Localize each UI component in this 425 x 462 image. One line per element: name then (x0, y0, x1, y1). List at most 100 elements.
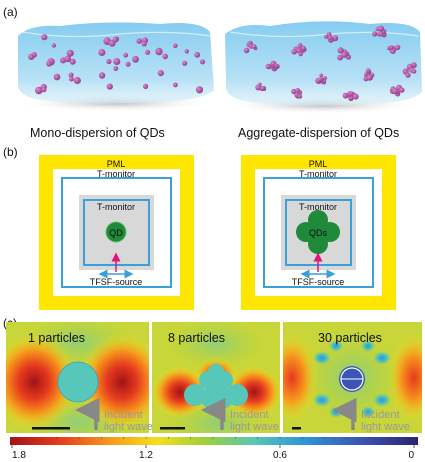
pml-label: PML (107, 159, 126, 169)
qd-dot (53, 73, 61, 81)
qd-dot (157, 70, 164, 77)
qd-dot (68, 72, 74, 78)
qd-cluster (291, 88, 303, 99)
incident-label-2b: light wave (230, 421, 279, 433)
qds-label: QDs (309, 228, 328, 238)
outer-t-monitor (61, 177, 172, 288)
particle (57, 361, 99, 403)
schematic-aggregate: QDs PML T-monitor T-monitor TFSF-source (241, 155, 396, 310)
qd-dot (143, 83, 149, 89)
inner-t-monitor-label: T-monitor (97, 202, 135, 212)
qd-dot (41, 87, 47, 93)
field-map-30-particles (283, 322, 422, 433)
qd-dot (66, 49, 74, 57)
schematic-mono: QD PML T-monitor T-monitor TFSF-source (39, 155, 194, 310)
tfsf-source-label: TFSF-source (90, 277, 143, 287)
field-map-1-particle (6, 322, 149, 433)
qd-cluster (402, 62, 417, 78)
qd-dot (182, 60, 188, 66)
outer-t-monitor-label: T-monitor (97, 169, 135, 179)
inner-t-monitor-label: T-monitor (299, 202, 337, 212)
qd-dot (184, 49, 189, 54)
qd-dot (195, 86, 204, 94)
qd-dot (69, 58, 76, 65)
tfsf-source-label: TFSF-source (292, 277, 345, 287)
qd-cluster (342, 91, 359, 102)
qd-dot (98, 49, 106, 56)
qd-dot (112, 36, 119, 43)
qd-dot (173, 82, 178, 88)
incident-label-2a: Incident (230, 409, 269, 421)
qd-dot (73, 76, 81, 85)
qd-cluster (324, 32, 339, 43)
pml-label: PML (309, 159, 328, 169)
qd-dot (113, 58, 121, 65)
map-title-3: 30 particles (318, 331, 382, 345)
qd-dot (155, 47, 163, 56)
qd-cluster (337, 47, 351, 61)
outer-t-monitor-label: T-monitor (299, 169, 337, 179)
qd-cluster (363, 68, 375, 82)
qd-dot (123, 52, 129, 58)
particle (184, 384, 206, 406)
qd-dot (35, 86, 43, 95)
map-title-1: 1 particles (28, 331, 85, 345)
particle (207, 380, 225, 398)
qd-dot (145, 49, 151, 55)
panel-a-render (15, 21, 422, 114)
qd-dot (69, 76, 74, 82)
panel-a-label: (a) (3, 5, 18, 19)
colorbar-tick-label: 0 (408, 450, 414, 461)
panel-b-label: (b) (3, 145, 18, 159)
scale-bar (160, 427, 185, 430)
qd-dot (106, 83, 113, 90)
colorbar-ticks: 1.8 1.2 0.6 0 (11, 437, 414, 461)
qd-cluster (389, 84, 405, 97)
colorbar-tick-label: 1.8 (12, 450, 26, 461)
qd-dot (173, 43, 178, 49)
incident-label-3a: Incident (361, 409, 400, 421)
qd-dot (51, 43, 57, 48)
qd-dot (162, 53, 168, 60)
qd-cluster (315, 73, 327, 85)
caption-aggregate-dispersion: Aggregate-dispersion of QDs (238, 126, 400, 140)
qd-dot (199, 59, 206, 65)
qd-dot (106, 58, 112, 65)
panel-b-schematic: QD PML T-monitor T-monitor TFSF-source Q… (39, 155, 396, 310)
colorbar-tick-label: 1.2 (139, 450, 153, 461)
qd-cluster (255, 82, 267, 91)
incident-label-3b: light wave (361, 421, 410, 433)
qd-dot (125, 61, 131, 67)
scale-bar (292, 427, 301, 430)
qd-cluster (243, 40, 258, 54)
qd-particle (320, 222, 340, 242)
qd-dot (28, 53, 35, 61)
qd-dot (64, 55, 71, 63)
mono-dispersed-qds (28, 34, 206, 95)
map-title-2: 8 particles (168, 331, 225, 345)
right-water-slab (225, 21, 422, 106)
qd-dot (98, 72, 106, 79)
colorbar-tick-label: 0.6 (273, 450, 287, 461)
outer-t-monitor (263, 177, 374, 288)
qd-cluster (372, 25, 387, 38)
qd-dot (141, 41, 147, 47)
colorbar (10, 437, 418, 445)
incident-label-1a: Incident (104, 409, 143, 421)
qd-dot (46, 60, 52, 67)
qd-cluster (387, 44, 401, 54)
qd-label: QD (109, 228, 123, 238)
qd-dot (132, 55, 139, 63)
qd-dot (194, 51, 201, 58)
particle (208, 364, 224, 380)
caption-mono-dispersion: Mono-dispersion of QDs (30, 126, 165, 140)
aggregated-qd-clusters (243, 25, 417, 102)
qd-dot (113, 66, 119, 71)
scale-bar (32, 427, 70, 430)
qd-particle (105, 221, 127, 243)
qd-cluster (291, 43, 307, 57)
incident-label-1b: light wave (104, 421, 153, 433)
qd-dot (136, 38, 142, 44)
qd-particle (310, 224, 326, 240)
qd-particle (296, 222, 316, 242)
